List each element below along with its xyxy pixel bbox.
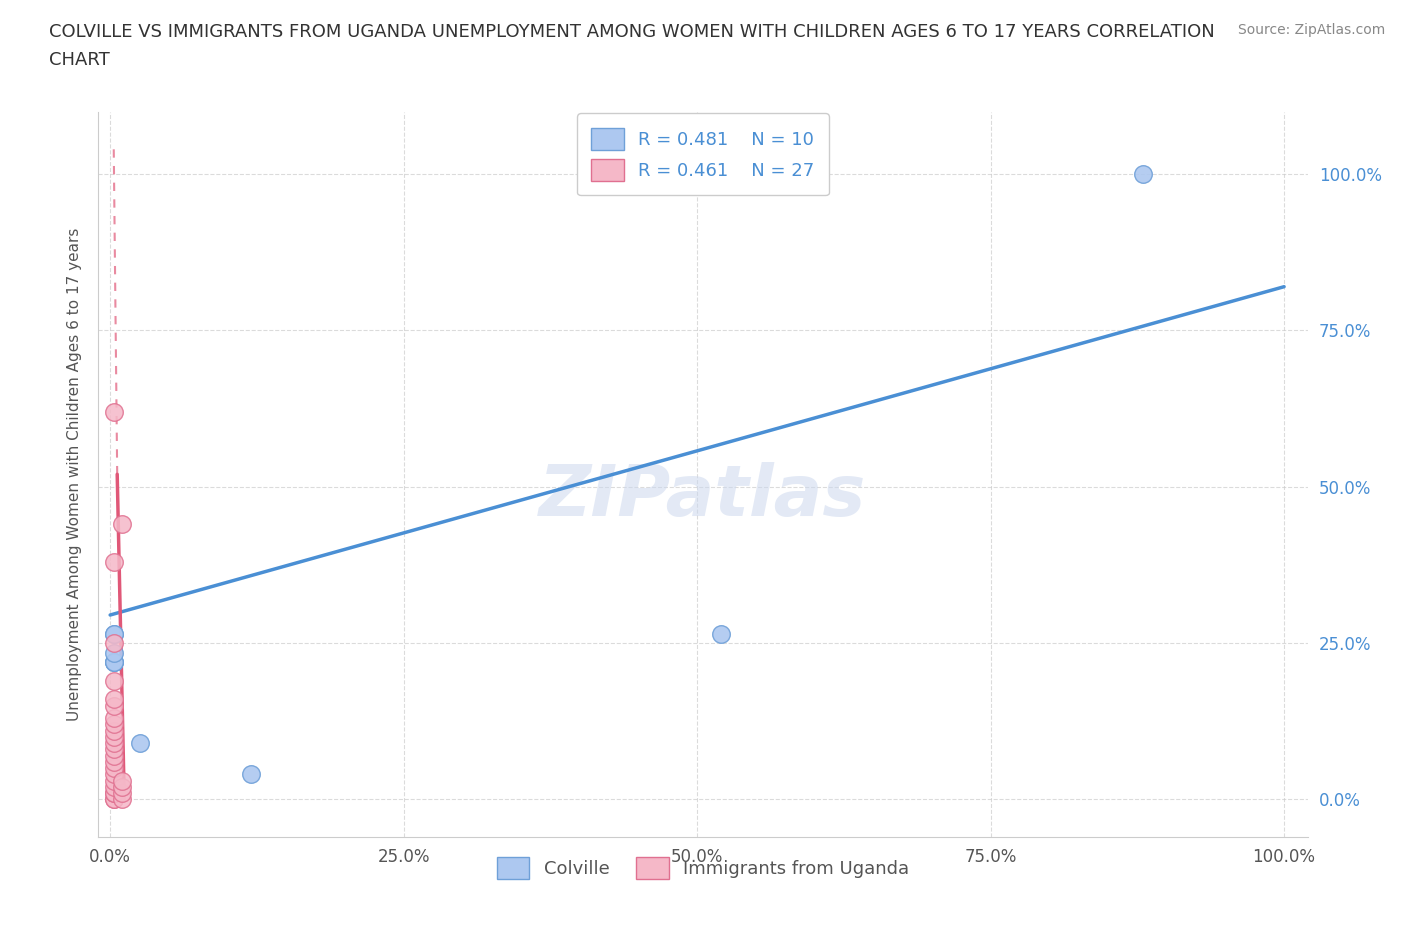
Point [103,767,125,782]
Point [111,786,134,801]
Point [1132,166,1154,181]
Point [103,405,125,419]
Point [128,736,150,751]
Point [111,779,134,794]
Point [103,645,125,660]
Point [103,655,125,670]
Point [103,729,125,744]
Point [103,742,125,757]
Point [103,698,125,713]
Point [103,736,125,751]
Point [710,626,733,641]
Point [103,626,125,641]
Point [103,792,125,807]
Point [103,786,125,801]
Point [103,655,125,670]
Text: CHART: CHART [49,51,110,69]
Text: ZIPatlas: ZIPatlas [540,461,866,530]
Point [103,724,125,738]
Y-axis label: Unemployment Among Women with Children Ages 6 to 17 years: Unemployment Among Women with Children A… [66,228,82,721]
Point [103,636,125,651]
Point [103,626,125,641]
Point [103,554,125,569]
Point [103,792,125,807]
Point [103,711,125,725]
Point [103,692,125,707]
Legend: Colville, Immigrants from Uganda: Colville, Immigrants from Uganda [482,843,924,893]
Point [111,517,134,532]
Point [103,717,125,732]
Point [103,773,125,788]
Point [111,773,134,788]
Point [103,754,125,769]
Text: COLVILLE VS IMMIGRANTS FROM UGANDA UNEMPLOYMENT AMONG WOMEN WITH CHILDREN AGES 6: COLVILLE VS IMMIGRANTS FROM UGANDA UNEMP… [49,23,1215,41]
Point [111,792,134,807]
Point [103,673,125,688]
Point [103,749,125,764]
Point [103,655,125,670]
Point [103,779,125,794]
Text: Source: ZipAtlas.com: Source: ZipAtlas.com [1237,23,1385,37]
Point [103,786,125,801]
Point [240,767,263,782]
Point [103,761,125,776]
